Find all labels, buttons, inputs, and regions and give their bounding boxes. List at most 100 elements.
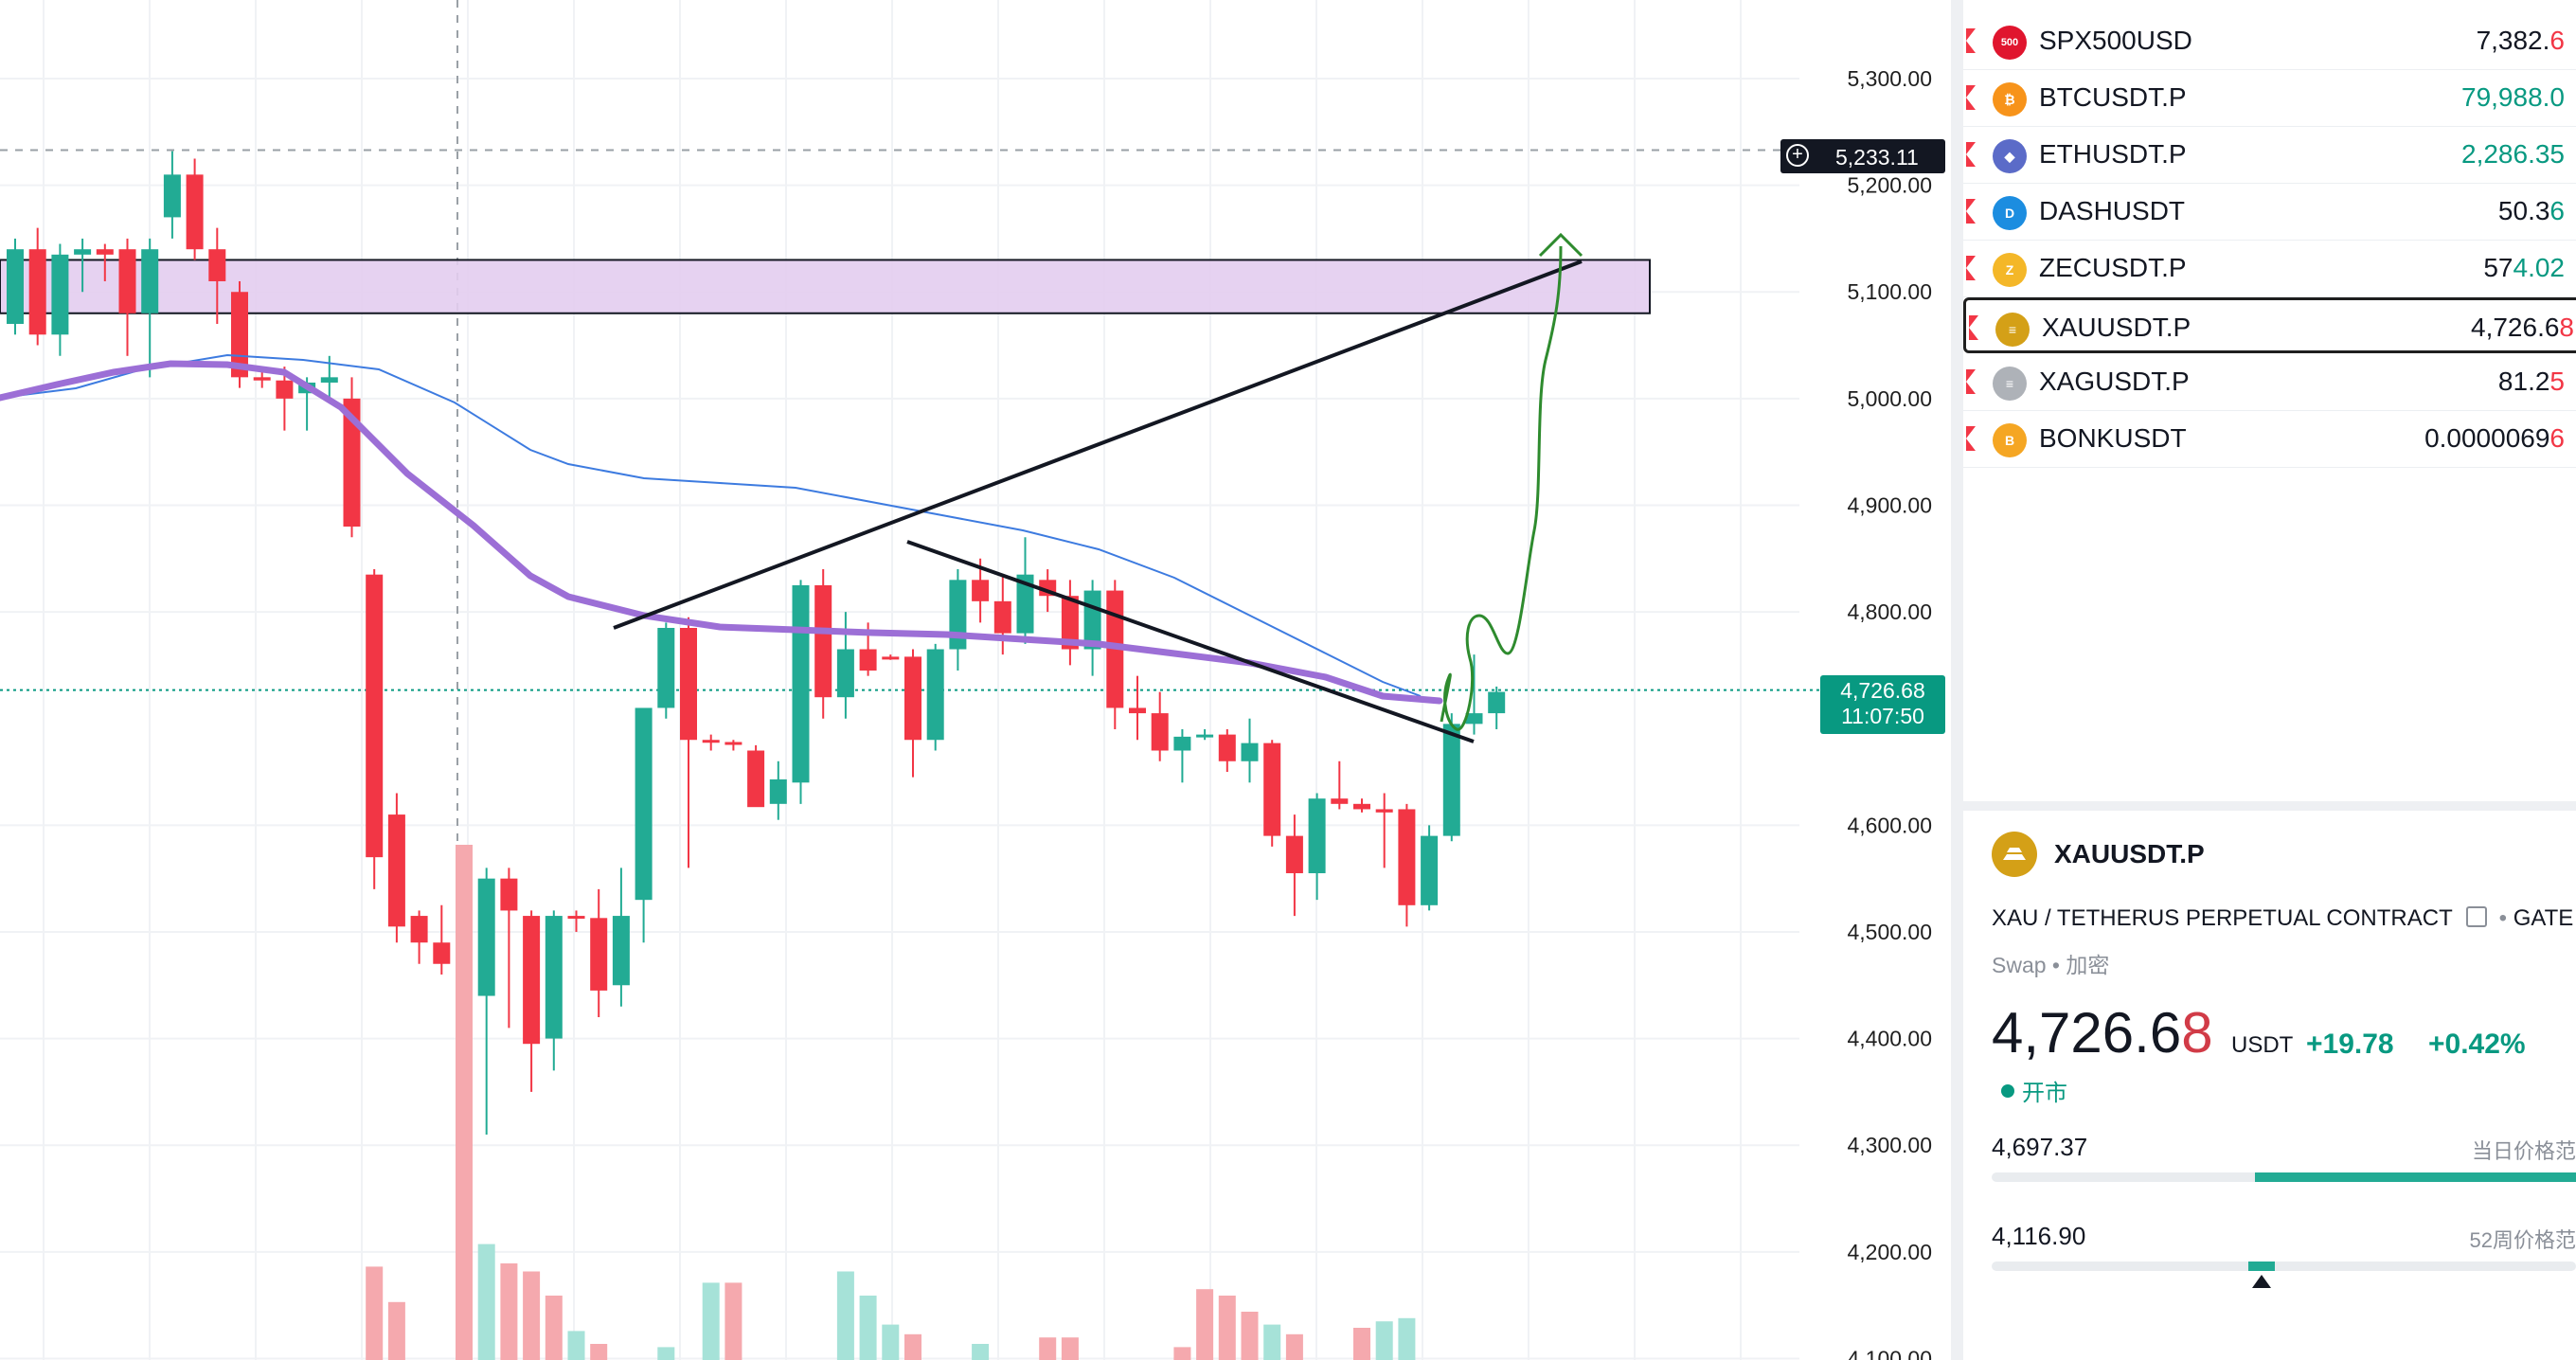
coin-icon: B <box>1993 423 2027 457</box>
candle-body <box>208 249 226 281</box>
coin-icon: ◆ <box>1993 139 2027 173</box>
price-axis-label: 4,800.00 <box>1847 599 1932 624</box>
crosshair-plus-icon[interactable]: + <box>1786 144 1809 167</box>
moving-average-thick <box>0 360 1443 705</box>
watchlist-price: 50.36 <box>2498 196 2565 226</box>
candle-body <box>792 584 810 783</box>
watchlist-price: 574.02 <box>2483 253 2565 283</box>
flag-icon[interactable] <box>1966 28 1976 53</box>
volume-bar <box>523 1271 541 1360</box>
price-change: +19.78 <box>2306 1029 2394 1060</box>
candle-body <box>1016 574 1034 634</box>
flag-icon[interactable] <box>1966 142 1976 167</box>
watchlist: 500 SPX500USD 7,382.6 ₿ BTCUSDT.P 79,988.0 ◆ ET… <box>1963 0 2576 801</box>
candle-body <box>1196 734 1214 738</box>
watchlist-price: 79,988.0 <box>2461 82 2565 113</box>
chart-area[interactable]: 5,300.00 5,200.00 5,100.00 5,000.00 4,900.00… <box>0 0 1951 1360</box>
price-axis-label: 4,600.00 <box>1847 813 1932 837</box>
candle-body <box>1061 596 1079 650</box>
watchlist-price: 4,726.68 <box>2471 313 2574 343</box>
falling-trend-line <box>906 540 1475 743</box>
volume-bar <box>724 1282 742 1360</box>
watchlist-price: 81.25 <box>2498 367 2565 397</box>
watchlist-symbol: BONKUSDT <box>2039 423 2187 453</box>
price-main: 50.3 <box>2497 196 2550 225</box>
resistance-zone <box>0 259 1651 314</box>
candle-body <box>1331 798 1349 804</box>
price-main: 2,286.35 <box>2461 139 2565 169</box>
watchlist-price: 2,286.35 <box>2461 139 2565 170</box>
volume-bar <box>456 845 473 1360</box>
gold-logo-icon <box>1992 832 2037 877</box>
details-description: XAU / TETHERUS PERPETUAL CONTRACT • GATE <box>1992 905 2573 932</box>
panel-divider[interactable] <box>1951 0 1963 1360</box>
price-main: 4,726.6 <box>1992 1001 2182 1065</box>
watchlist-price: 0.00000696 <box>2424 423 2565 454</box>
candlestick-chart[interactable]: 5,300.00 5,200.00 5,100.00 5,000.00 4,900.00… <box>0 0 1951 1360</box>
candle-body <box>1241 743 1259 761</box>
candle-body <box>163 174 181 218</box>
price-main: 79,988.0 <box>2461 82 2565 112</box>
symbol-details: XAUUSDT.P XAU / TETHERUS PERPETUAL CONTR… <box>1963 811 2576 1360</box>
volume-bar <box>366 1266 384 1360</box>
volume-bar <box>1196 1289 1214 1360</box>
watchlist-row[interactable]: ₿ BTCUSDT.P 79,988.0 <box>1963 70 2576 127</box>
candle-body <box>1151 713 1169 751</box>
volume-bar <box>882 1324 900 1360</box>
last-price-label: 4,726.68 11:07:50 <box>1820 675 1945 734</box>
candle-body <box>1285 835 1303 874</box>
candle-body <box>836 649 854 698</box>
price-axis-label: 4,900.00 <box>1847 492 1932 517</box>
crosshair-price-text: 5,233.11 <box>1835 145 1919 170</box>
flag-icon[interactable] <box>1966 85 1976 110</box>
price-axis-label: 4,500.00 <box>1847 920 1932 944</box>
volume-bar <box>1173 1347 1191 1360</box>
candle-body <box>1218 734 1236 761</box>
last-price-value: 4,726.68 <box>1840 678 1925 703</box>
volume-bar <box>567 1331 585 1360</box>
candle-body <box>343 398 361 528</box>
volume-bar <box>1241 1312 1259 1360</box>
watchlist-row[interactable]: D DASHUSDT 50.36 <box>1963 184 2576 241</box>
flag-icon[interactable] <box>1969 315 1978 340</box>
candle-body <box>51 254 69 335</box>
price-tail: 8 <box>2559 313 2574 342</box>
watchlist-row[interactable]: B BONKUSDT 0.00000696 <box>1963 411 2576 468</box>
watchlist-row[interactable]: ◆ ETHUSDT.P 2,286.35 <box>1963 127 2576 184</box>
exchange-name[interactable]: GATE <box>2513 905 2574 931</box>
flag-icon[interactable] <box>1966 256 1976 280</box>
crosshair-price-label: + 5,233.11 <box>1780 139 1945 173</box>
market-status-dot <box>2001 1084 2014 1098</box>
external-link-icon[interactable] <box>2465 906 2487 927</box>
candle-body <box>657 627 675 708</box>
coin-icon: ₿ <box>1993 82 2027 116</box>
candle-body <box>1353 803 1370 810</box>
volume-bar <box>1218 1296 1236 1360</box>
price-tail: 6 <box>2549 196 2565 225</box>
price-unit: USDT <box>2231 1032 2294 1058</box>
candle-body <box>118 249 136 313</box>
week52-range-low: 4,116.90 <box>1992 1222 2086 1250</box>
flag-icon[interactable] <box>1966 369 1976 394</box>
candle-body <box>859 649 877 671</box>
price-axis-label: 5,100.00 <box>1847 279 1932 304</box>
watchlist-row[interactable]: Z ZECUSDT.P 574.02 <box>1963 241 2576 297</box>
candle-body <box>769 778 787 804</box>
flag-icon[interactable] <box>1966 199 1976 224</box>
flag-icon[interactable] <box>1966 426 1976 451</box>
watchlist-row[interactable]: 500 SPX500USD 7,382.6 <box>1963 13 2576 70</box>
candle-body <box>747 750 765 808</box>
candle-body <box>702 740 720 743</box>
details-price: 4,726.68 <box>1992 1000 2213 1065</box>
volume-bar <box>1398 1317 1416 1360</box>
candle-body <box>1308 798 1326 874</box>
day-range-label: 当日价格范 <box>2471 1139 2576 1163</box>
volume-bar <box>590 1344 608 1360</box>
watchlist-row[interactable]: ≡ XAGUSDT.P 81.25 <box>1963 354 2576 411</box>
candle-body <box>320 377 338 383</box>
watchlist-row[interactable]: ≡ XAUUSDT.P 4,726.68 <box>1963 297 2576 353</box>
candle-body <box>904 656 921 741</box>
candle-body <box>814 584 832 698</box>
candle-body <box>1375 809 1393 813</box>
candle-body <box>74 249 92 255</box>
